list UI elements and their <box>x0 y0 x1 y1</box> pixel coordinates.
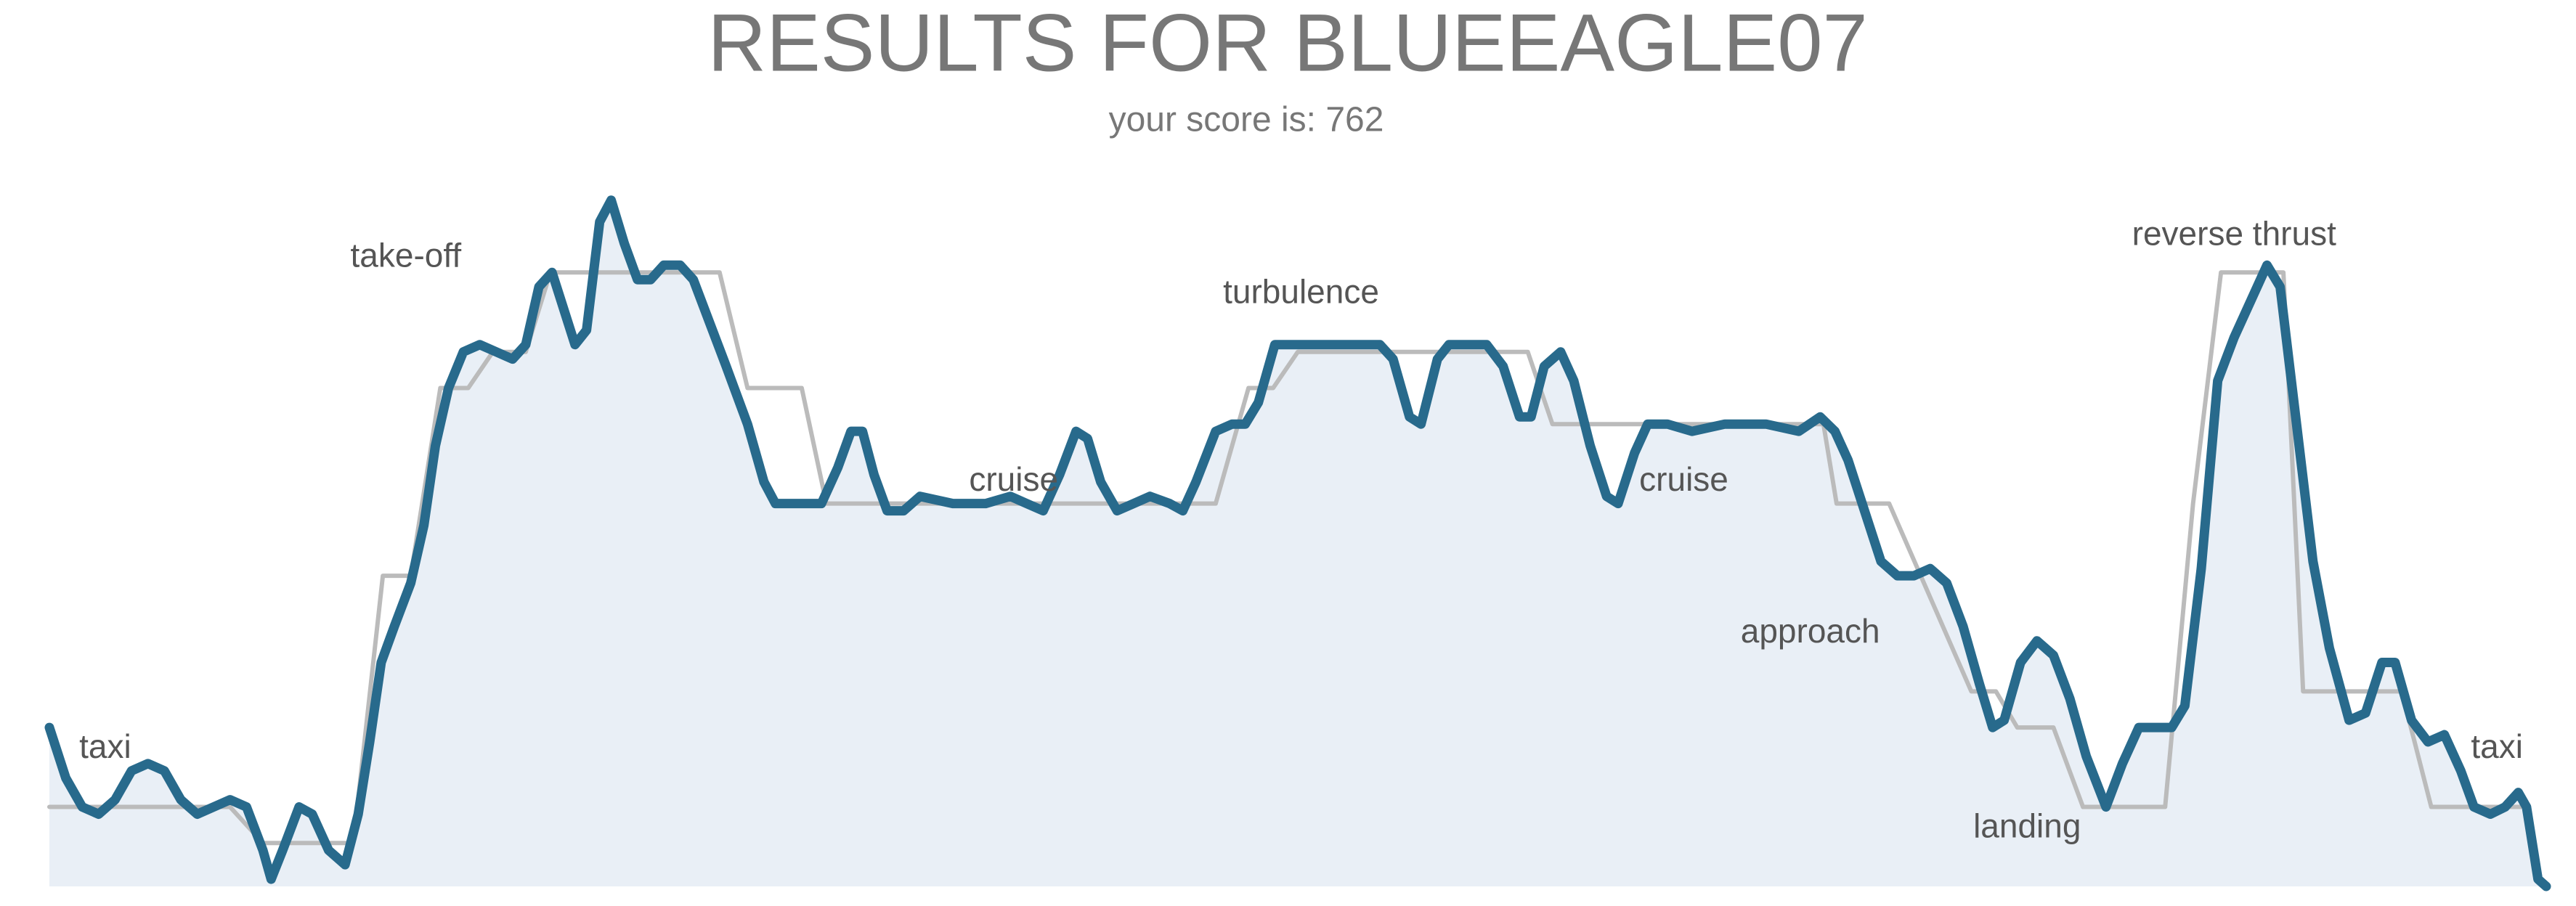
annotation: cruise <box>969 460 1058 498</box>
annotation: approach <box>1741 612 1880 650</box>
annotation: take-off <box>351 237 462 274</box>
target-line <box>47 270 2524 846</box>
annotation: reverse thrust <box>2132 215 2336 253</box>
chart-title: RESULTS FOR BLUEEAGLE07 <box>707 0 1868 89</box>
annotation: taxi <box>2471 727 2523 765</box>
chart-subtitle: your score is: 762 <box>1109 101 1384 139</box>
player-line <box>44 195 2551 891</box>
annotation: landing <box>1973 807 2081 845</box>
annotation: taxi <box>79 727 131 765</box>
annotation: turbulence <box>1223 272 1379 310</box>
area <box>49 200 2546 886</box>
annotation: cruise <box>1639 460 1728 498</box>
